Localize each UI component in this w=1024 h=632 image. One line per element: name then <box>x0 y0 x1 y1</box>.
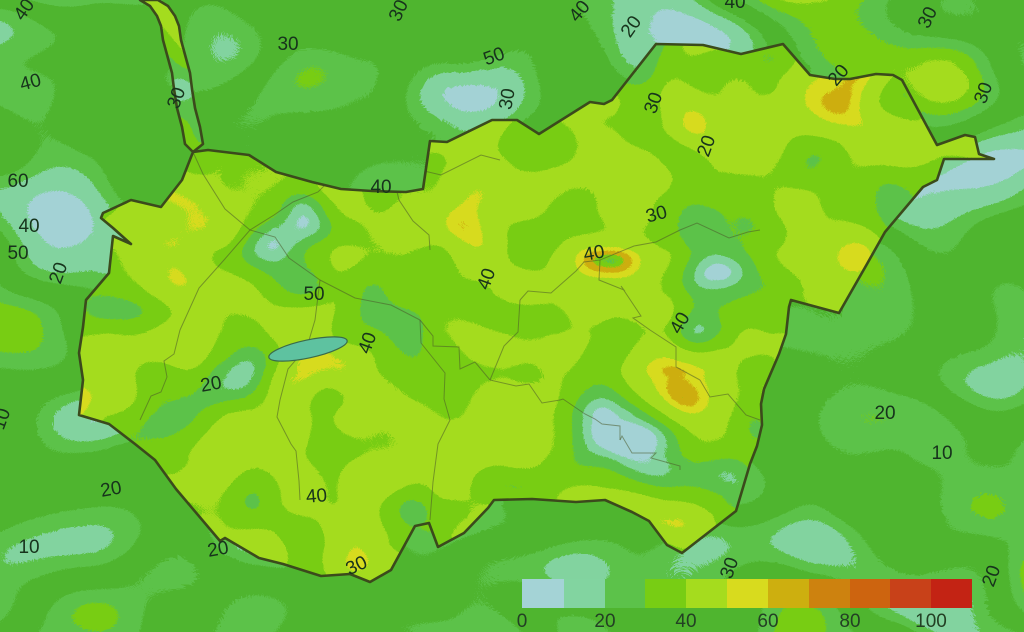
svg-text:50: 50 <box>303 284 324 305</box>
svg-text:20: 20 <box>99 477 123 501</box>
svg-text:60: 60 <box>757 611 778 632</box>
svg-text:30: 30 <box>277 34 298 55</box>
svg-text:60: 60 <box>7 171 28 192</box>
svg-text:40: 40 <box>305 485 328 508</box>
svg-text:10: 10 <box>18 537 39 558</box>
svg-text:30: 30 <box>495 87 519 111</box>
svg-text:40: 40 <box>582 241 606 265</box>
svg-text:40: 40 <box>724 0 745 13</box>
svg-text:10: 10 <box>931 443 952 464</box>
svg-text:40: 40 <box>370 177 391 198</box>
svg-text:20: 20 <box>594 611 615 632</box>
svg-text:40: 40 <box>18 216 39 237</box>
svg-text:50: 50 <box>7 243 28 264</box>
svg-text:40: 40 <box>675 611 696 632</box>
svg-text:0: 0 <box>517 611 528 632</box>
svg-text:80: 80 <box>839 611 860 632</box>
svg-text:100: 100 <box>915 611 947 632</box>
svg-text:20: 20 <box>874 403 895 424</box>
svg-text:20: 20 <box>206 537 230 561</box>
svg-text:20: 20 <box>199 372 223 396</box>
